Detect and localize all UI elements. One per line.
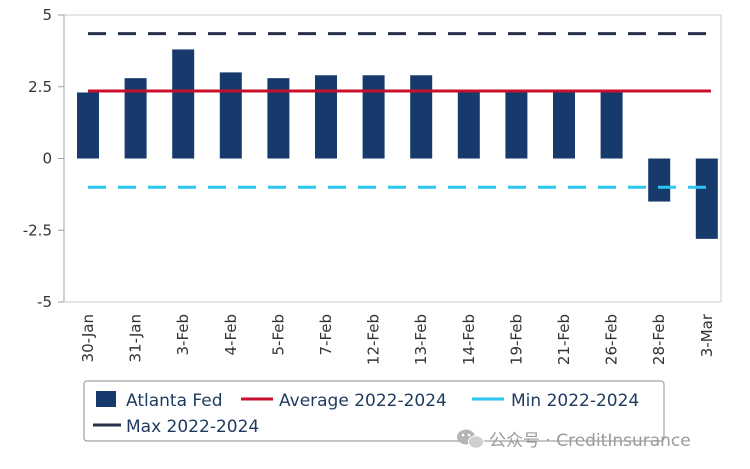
- reference-lines: [88, 32, 711, 189]
- x-tick-label: 19-Feb: [507, 314, 525, 365]
- watermark-text: 公众号 · CreditInsurance: [489, 431, 691, 451]
- bar-12-Feb: [362, 75, 385, 159]
- legend-swatch-atlanta-fed: [96, 391, 116, 407]
- wechat-icon: [457, 429, 484, 449]
- x-tick-label: 3-Mar: [698, 313, 716, 357]
- bar-19-Feb: [505, 92, 528, 159]
- bar-26-Feb: [600, 92, 623, 159]
- y-tick-label: 5: [42, 6, 52, 24]
- y-tick-label: -5: [37, 293, 52, 311]
- x-tick-label: 28-Feb: [650, 314, 668, 365]
- legend-label-atlanta-fed: Atlanta Fed: [126, 391, 223, 411]
- legend: Atlanta Fed Average 2022-2024 Min 2022-2…: [83, 380, 665, 442]
- bar-3-Feb: [172, 49, 195, 159]
- bar-13-Feb: [410, 75, 433, 159]
- bar-30-Jan: [77, 92, 99, 159]
- legend-label-average: Average 2022-2024: [279, 391, 447, 411]
- bar-7-Feb: [315, 75, 337, 159]
- y-tick-label: -2.5: [23, 221, 52, 239]
- x-tick-label: 7-Feb: [317, 314, 335, 356]
- legend-label-min: Min 2022-2024: [511, 391, 639, 411]
- y-tick-label: 0: [42, 150, 52, 168]
- y-axis: 5 2.5 0 -2.5 -5: [23, 6, 64, 311]
- x-tick-label: 4-Feb: [222, 314, 240, 356]
- bar-5-Feb: [267, 78, 290, 159]
- watermark: 公众号 · CreditInsurance: [457, 429, 691, 451]
- x-tick-label: 21-Feb: [555, 314, 573, 365]
- x-tick-label: 30-Jan: [79, 314, 97, 362]
- x-tick-label: 3-Feb: [174, 314, 192, 356]
- bar-31-Jan: [124, 78, 147, 159]
- bar-3-Mar: [695, 158, 718, 239]
- x-tick-label: 13-Feb: [412, 314, 430, 365]
- x-tick-label: 14-Feb: [460, 314, 478, 365]
- y-tick-label: 2.5: [28, 78, 52, 96]
- legend-label-max: Max 2022-2024: [126, 417, 259, 437]
- bar-4-Feb: [219, 72, 242, 159]
- x-tick-label: 12-Feb: [365, 314, 383, 365]
- legend-box: [83, 380, 665, 442]
- x-tick-label: 31-Jan: [127, 314, 145, 362]
- x-axis: 30-Jan 31-Jan 3-Feb 4-Feb 5-Feb 7-Feb 12-Feb 13…: [79, 313, 716, 365]
- x-tick-label: 5-Feb: [269, 314, 287, 356]
- bar-28-Feb: [648, 158, 671, 202]
- x-tick-label: 26-Feb: [603, 314, 621, 365]
- bar-series: [77, 49, 718, 239]
- bar-21-Feb: [553, 92, 575, 159]
- bar-14-Feb: [457, 92, 480, 159]
